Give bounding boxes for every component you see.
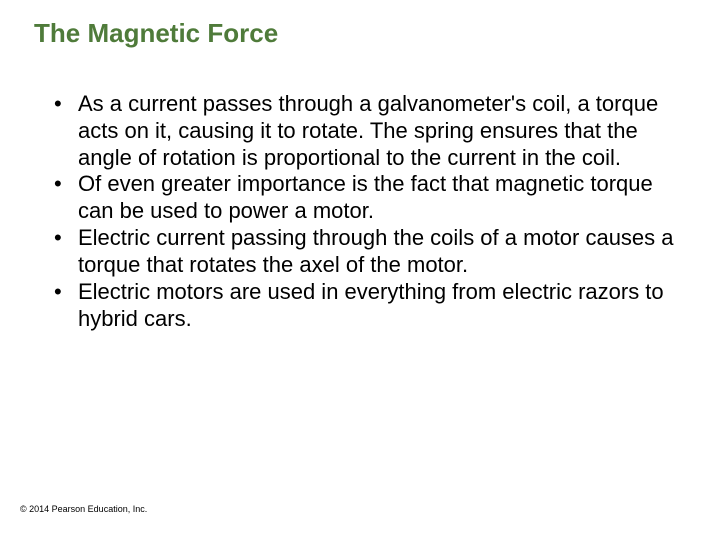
list-item: Electric motors are used in everything f…	[48, 279, 684, 333]
bullet-list: As a current passes through a galvanomet…	[48, 91, 684, 332]
slide-body: As a current passes through a galvanomet…	[36, 91, 684, 332]
slide-title: The Magnetic Force	[34, 18, 684, 49]
slide-container: The Magnetic Force As a current passes t…	[0, 0, 720, 540]
list-item: As a current passes through a galvanomet…	[48, 91, 684, 171]
list-item: Electric current passing through the coi…	[48, 225, 684, 279]
list-item: Of even greater importance is the fact t…	[48, 171, 684, 225]
copyright-footer: © 2014 Pearson Education, Inc.	[20, 504, 147, 514]
